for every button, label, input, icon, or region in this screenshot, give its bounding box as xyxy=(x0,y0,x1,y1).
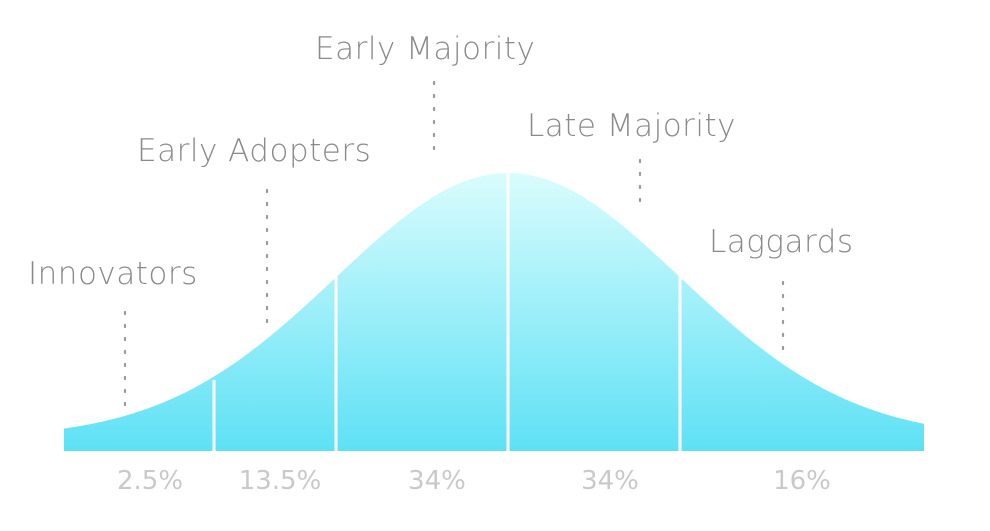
bell-curve-area xyxy=(64,173,924,451)
percent-laggards: 16% xyxy=(773,466,831,496)
percent-innovators: 2.5% xyxy=(117,466,183,496)
percent-late-majority: 34% xyxy=(581,466,639,496)
percent-early-adopters: 13.5% xyxy=(239,466,322,496)
label-early-adopters: Early Adopters xyxy=(137,133,371,169)
label-innovators: Innovators xyxy=(28,256,198,292)
label-late-majority: Late Majority xyxy=(527,108,736,144)
label-laggards: Laggards xyxy=(709,224,854,260)
percent-early-majority: 34% xyxy=(408,466,466,496)
label-early-majority: Early Majority xyxy=(315,31,535,67)
